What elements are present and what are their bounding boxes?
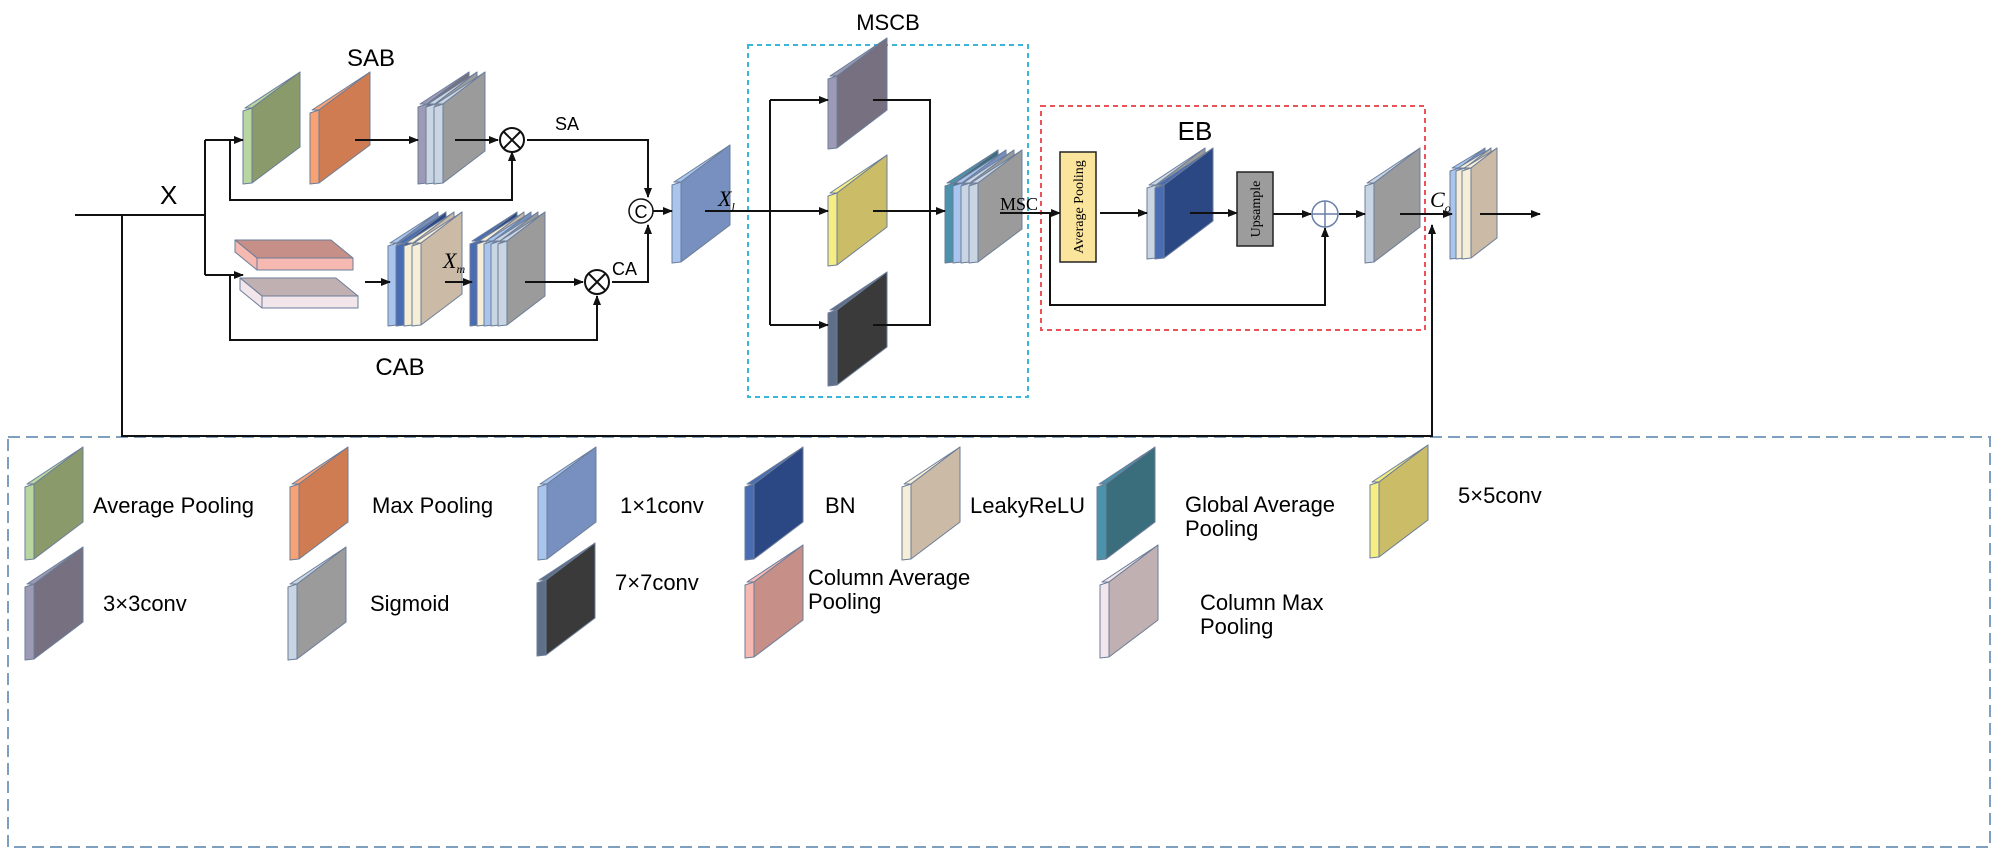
conv1-swatch (537, 446, 597, 561)
legend-label: Sigmoid (370, 591, 449, 616)
connections (75, 96, 1541, 437)
cab-column-average-pooling (234, 239, 354, 271)
legend-label: Average Pooling (93, 493, 254, 518)
multiply-icon-ca (584, 269, 610, 295)
cab-conv-bn-leaky-stack (387, 211, 463, 327)
sigmoid-layer (433, 71, 486, 185)
input-label: X (160, 180, 177, 210)
sigmoid-layer (968, 149, 1023, 264)
gap-swatch (1096, 446, 1156, 561)
upsample-label: Upsample (1249, 181, 1264, 238)
xm-text: X (442, 248, 458, 273)
conv3-swatch (24, 546, 84, 661)
concat-icon: C (628, 198, 654, 224)
eb-label: EB (1178, 116, 1213, 146)
mscb-3x3conv (827, 37, 888, 150)
mscb-label: MSCB (856, 10, 920, 35)
concat-label: C (635, 202, 648, 222)
legend-label: 3×3conv (103, 591, 187, 616)
legend-label: Column Average (808, 565, 970, 590)
legend-label: Pooling (1200, 614, 1273, 639)
legend-item-sigmoid: Sigmoid (287, 546, 449, 661)
legend-label: Column Max (1200, 590, 1323, 615)
leaky-layer (1461, 147, 1498, 260)
output-leaky-block (1449, 147, 1498, 260)
sa-label: SA (555, 114, 579, 134)
sigmoid-swatch (287, 546, 347, 661)
eb-sigmoid-block (1364, 147, 1421, 264)
eb-bn-block (1146, 147, 1214, 260)
col_avg-swatch (744, 544, 804, 659)
leaky-layer (411, 211, 463, 327)
legend-label: 1×1conv (620, 493, 704, 518)
legend-item-bn: BN (744, 446, 856, 561)
eb-box (1040, 105, 1426, 331)
xl-text: X (717, 186, 733, 211)
legend-label: Global Average (1185, 492, 1335, 517)
legend-label: 5×5conv (1458, 483, 1542, 508)
legend-item-conv5: 5×5conv (1369, 444, 1542, 559)
col_max-swatch (1099, 544, 1159, 659)
legend-item-max_pool: Max Pooling (289, 446, 493, 561)
conv5-swatch (1369, 444, 1429, 559)
cab-sigmoid-stack (469, 211, 546, 327)
sab-max-pooling (309, 71, 371, 185)
legend-item-conv3: 3×3conv (24, 546, 187, 661)
add-icon (1311, 200, 1339, 228)
legend-label: Pooling (1185, 516, 1258, 541)
upsample-box (1236, 171, 1274, 247)
co-text: C (1430, 187, 1445, 212)
ca-label: CA (612, 259, 637, 279)
legend-item-avg_pool: Average Pooling (24, 446, 254, 561)
xl-subscript: l (731, 200, 735, 214)
multiply-icon-sa (499, 127, 525, 153)
xm-subscript: m (456, 262, 465, 276)
co-label: Co (1430, 187, 1451, 215)
cab-column-max-pooling (239, 277, 359, 309)
legend-item-conv7: 7×7conv (536, 542, 699, 657)
fusion-1x1conv (671, 144, 731, 264)
legend-item-conv1: 1×1conv (537, 446, 704, 561)
legend: Average Pooling Max Pooling 1×1conv BN Leaky… (24, 444, 1542, 661)
legend-label: LeakyReLU (970, 493, 1085, 518)
conv7-swatch (536, 542, 596, 657)
avg_pool-swatch (24, 446, 84, 561)
mscb-box (747, 44, 1029, 398)
sab-label: SAB (347, 45, 395, 72)
max_pool-swatch (289, 446, 349, 561)
eb-average-pooling-label: Average Pooling (1072, 160, 1087, 253)
legend-label: Max Pooling (372, 493, 493, 518)
eb-average-pooling-box (1059, 151, 1097, 263)
bn-swatch (744, 446, 804, 561)
xm-label: Xm (442, 248, 465, 276)
msc-label: MSC (1000, 194, 1038, 214)
legend-label: BN (825, 493, 856, 518)
leaky-swatch (901, 446, 961, 561)
legend-label: 7×7conv (615, 570, 699, 595)
mscb-5x5conv (827, 154, 888, 267)
mscb-7x7conv (827, 271, 888, 387)
legend-item-leaky: LeakyReLU (901, 446, 1085, 561)
xl-label: Xl (717, 186, 735, 214)
bn-layer (1154, 147, 1214, 260)
sab-average-pooling (242, 71, 301, 185)
cab-label: CAB (375, 354, 424, 381)
co-subscript: o (1445, 201, 1451, 215)
legend-label: Pooling (808, 589, 881, 614)
mscb-output-stack (944, 149, 1023, 264)
sigmoid-layer (497, 211, 546, 327)
sab-sigmoid-stack (417, 71, 486, 185)
